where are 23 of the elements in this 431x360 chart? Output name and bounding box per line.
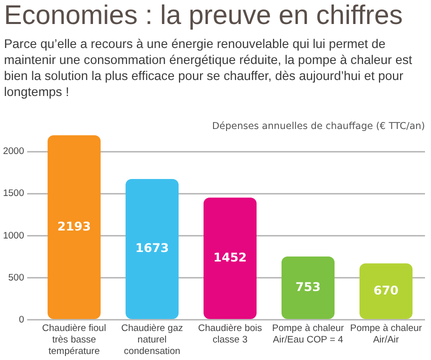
bar	[204, 198, 257, 320]
y-tick-label: 500	[8, 272, 24, 284]
x-tick-label: Pompe à chaleur Air/Air	[350, 323, 422, 346]
y-tick-label: 2000	[2, 146, 24, 158]
x-tick-label: Pompe à chaleur Air/Eau COP = 4	[272, 323, 344, 346]
data-label: 1673	[135, 241, 169, 256]
x-tick-label: Chaudière gaz naturel condensation	[121, 323, 184, 357]
chart-subtitle: Parce qu’elle a recours à une énergie renouvelable qui lui permet de maintenir une consommation énergétique réduite, la pompe à chaleur est bien la solution la plus efficace pour se chauffer, dès aujourd’hui et pour longtemps !	[4, 36, 414, 100]
data-label: 2193	[57, 219, 91, 234]
y-tick-label: 1500	[2, 188, 24, 200]
chart-title: Economies : la preuve en chiffres	[4, 0, 403, 31]
y-tick-label: 0	[18, 314, 24, 326]
y-tick-label: 1000	[2, 230, 24, 242]
data-label: 753	[296, 280, 321, 294]
data-label: 1452	[213, 250, 247, 264]
bar	[48, 135, 101, 320]
x-tick-label: Chaudière bois classe 3	[198, 323, 262, 346]
x-tick-label: Chaudière fioul très basse température	[42, 323, 106, 357]
y-axis-title: Dépenses annuelles de chauffage (€ TTC/an)	[212, 121, 425, 132]
bar	[282, 256, 335, 320]
data-label: 670	[373, 283, 399, 298]
bar	[126, 179, 179, 320]
bar	[360, 263, 413, 320]
